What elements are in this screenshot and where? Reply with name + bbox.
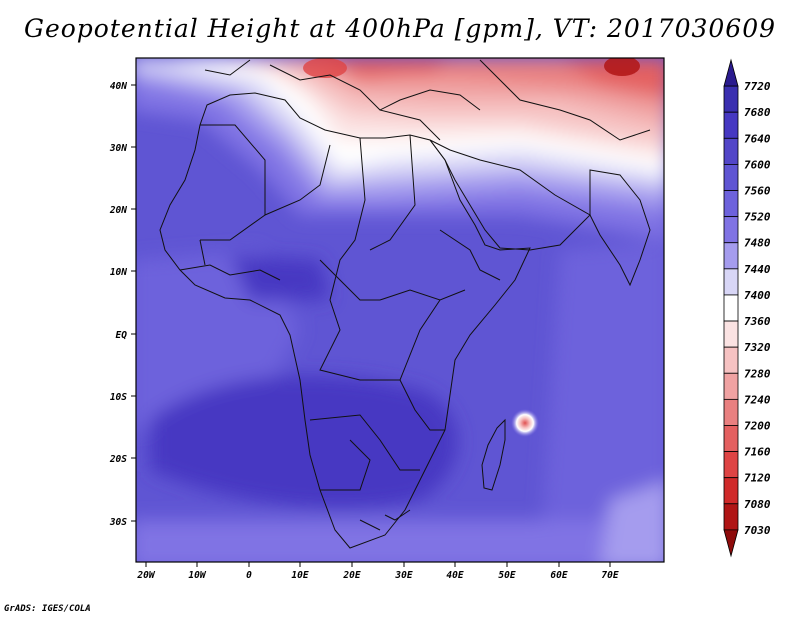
colorbar-swatch: [723, 137, 739, 165]
lon-tick-label: 50E: [498, 570, 515, 581]
colorbar-swatch: [723, 190, 739, 218]
colorbar-level-label: 7240: [744, 393, 771, 406]
colorbar-swatch: [723, 164, 739, 191]
colorbar-swatch: [723, 111, 739, 139]
colorbar-level-label: 7320: [744, 341, 771, 354]
colorbar-level-label: 7280: [744, 367, 771, 380]
colorbar-level-label: 7160: [744, 446, 771, 459]
colorbar-level-label: 7520: [744, 211, 771, 224]
lat-tick-label: 20N: [109, 205, 127, 216]
longitude-axis: 20W 10W 0 10E 20E 30E 40E 50E 60E 70E: [136, 570, 618, 581]
colorbar-level-label: 7080: [744, 498, 771, 511]
lat-tick-label: 40N: [110, 81, 127, 92]
colorbar-swatch: [723, 477, 739, 505]
lon-tick-label: 40E: [446, 570, 463, 581]
colorbar-level-label: 7720: [744, 80, 771, 93]
colorbar-level-label: 7200: [744, 419, 771, 432]
colorbar-swatch: [723, 529, 739, 558]
colorbar-level-label: 7640: [744, 132, 771, 145]
colorbar-level-label: 7480: [744, 237, 771, 250]
lon-tick-label: 20E: [342, 570, 360, 581]
lon-tick-label: 10W: [188, 570, 206, 581]
height-field: [136, 58, 664, 562]
footer-credit: GrADS: IGES/COLA: [4, 604, 91, 614]
lon-tick-label: 70E: [601, 570, 618, 581]
lat-tick-label: 10S: [110, 392, 127, 403]
colorbar-swatch: [723, 503, 739, 531]
colorbar-swatch: [723, 242, 739, 270]
colorbar-level-label: 7560: [744, 185, 771, 198]
lat-tick-label: 20S: [109, 454, 127, 465]
latitude-axis: 40N 30N 20N 10N EQ 10S 20S 30S: [109, 81, 127, 528]
chart-title: Geopotential Height at 400hPa [gpm], VT:…: [23, 14, 777, 43]
lat-tick-label: 30S: [109, 517, 127, 528]
lat-tick-label: 10N: [110, 267, 127, 278]
colorbar-level-label: 7600: [744, 158, 771, 171]
lat-tick-label: EQ: [116, 330, 128, 341]
colorbar-level-label: 7680: [744, 106, 771, 119]
colorbar-level-label: 7400: [744, 289, 771, 302]
colorbar-swatch: [723, 346, 739, 374]
colorbar: 7720 7680 7640 7600 7560 7520 7480 7440 7400 7360…: [723, 58, 771, 558]
colorbar-level-label: 7360: [744, 315, 771, 328]
colorbar-swatch: [723, 294, 739, 322]
colorbar-swatch: [723, 320, 739, 348]
colorbar-swatch: [723, 451, 739, 479]
colorbar-swatch: [723, 425, 739, 452]
map-frame: [135, 57, 665, 563]
colorbar-swatch: [723, 268, 739, 296]
lon-tick-label: 10E: [291, 570, 308, 581]
colorbar-swatch: [723, 216, 739, 244]
lat-tick-label: 30N: [109, 143, 127, 154]
colorbar-level-label: 7120: [744, 472, 771, 485]
colorbar-swatch: [723, 398, 739, 426]
lon-tick-label: 60E: [550, 570, 567, 581]
colorbar-level-label: 7030: [744, 524, 771, 537]
colorbar-swatch: [723, 58, 739, 87]
lon-tick-label: 0: [246, 570, 252, 581]
lon-tick-label: 20W: [136, 570, 155, 581]
colorbar-level-label: 7440: [744, 263, 771, 276]
colorbar-swatch: [723, 372, 739, 400]
lon-tick-label: 30E: [394, 570, 412, 581]
colorbar-swatch: [723, 85, 739, 113]
